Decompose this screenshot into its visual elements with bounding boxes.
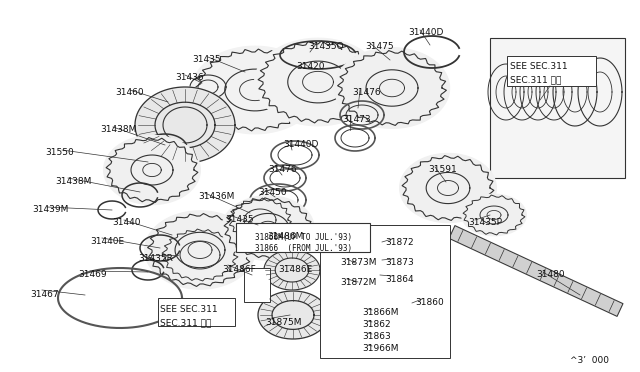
Text: 31872M: 31872M — [340, 278, 376, 287]
Text: 31866  (FROM JUL.'93): 31866 (FROM JUL.'93) — [255, 244, 353, 253]
Text: 31866M: 31866M — [362, 308, 399, 317]
Text: 31436M: 31436M — [198, 192, 234, 201]
Text: 31460: 31460 — [115, 88, 143, 97]
Text: 31591: 31591 — [428, 165, 457, 174]
Text: 31435R: 31435R — [138, 254, 173, 263]
Bar — [236, 223, 370, 252]
Bar — [320, 225, 450, 358]
Text: 31435: 31435 — [192, 55, 221, 64]
Text: 31438M: 31438M — [55, 177, 92, 186]
Polygon shape — [335, 48, 449, 128]
Text: 31467: 31467 — [30, 290, 59, 299]
Text: 31863: 31863 — [362, 332, 391, 341]
Bar — [244, 268, 270, 302]
Text: 31438M: 31438M — [100, 125, 136, 134]
Text: 31439M: 31439M — [32, 205, 68, 214]
Text: SEC.311 参照: SEC.311 参照 — [510, 75, 561, 84]
Text: 31872: 31872 — [385, 238, 413, 247]
Text: 31480: 31480 — [536, 270, 564, 279]
Text: 31860: 31860 — [415, 298, 444, 307]
Polygon shape — [255, 38, 381, 126]
Text: 31550: 31550 — [45, 148, 74, 157]
Text: 31873M: 31873M — [340, 258, 376, 267]
Polygon shape — [135, 87, 235, 163]
Text: 31440E: 31440E — [90, 237, 124, 246]
Text: 31862: 31862 — [362, 320, 390, 329]
Text: 31875M: 31875M — [265, 318, 301, 327]
Text: 31476: 31476 — [268, 165, 296, 174]
Text: SEC.311 参照: SEC.311 参照 — [160, 318, 211, 327]
Text: 31435Q: 31435Q — [308, 42, 344, 51]
Text: ^3’  000: ^3’ 000 — [570, 356, 609, 365]
Polygon shape — [264, 250, 320, 290]
Text: 31420: 31420 — [296, 62, 324, 71]
Polygon shape — [222, 196, 314, 260]
Text: 31476: 31476 — [352, 88, 381, 97]
Text: SEE SEC.311: SEE SEC.311 — [510, 62, 568, 71]
Bar — [158, 298, 235, 326]
Text: 31873: 31873 — [385, 258, 413, 267]
Text: 31450: 31450 — [258, 188, 287, 197]
Text: 31473: 31473 — [342, 115, 371, 124]
Text: 31966M: 31966M — [362, 344, 399, 353]
Text: 31475: 31475 — [365, 42, 394, 51]
Polygon shape — [192, 46, 318, 134]
Text: 31469: 31469 — [78, 270, 107, 279]
Polygon shape — [258, 291, 328, 339]
Text: 31866M(UP TO JUL.'93): 31866M(UP TO JUL.'93) — [255, 233, 353, 242]
Polygon shape — [145, 211, 255, 289]
Text: SEE SEC.311: SEE SEC.311 — [160, 305, 218, 314]
Text: 31435: 31435 — [225, 215, 253, 224]
Polygon shape — [449, 226, 623, 316]
Text: 31486E: 31486E — [278, 265, 312, 274]
Text: 31440D: 31440D — [408, 28, 444, 37]
Bar — [507, 56, 596, 86]
Bar — [490, 38, 625, 178]
Text: 31435P: 31435P — [468, 218, 502, 227]
Text: 31436: 31436 — [175, 73, 204, 82]
Text: 31440D: 31440D — [283, 140, 318, 149]
Polygon shape — [104, 135, 200, 205]
Text: 31486F: 31486F — [222, 265, 256, 274]
Text: 31440: 31440 — [112, 218, 141, 227]
Polygon shape — [462, 194, 526, 236]
Text: 31864: 31864 — [385, 275, 413, 284]
Polygon shape — [400, 154, 496, 222]
Text: 31486M: 31486M — [267, 232, 303, 241]
